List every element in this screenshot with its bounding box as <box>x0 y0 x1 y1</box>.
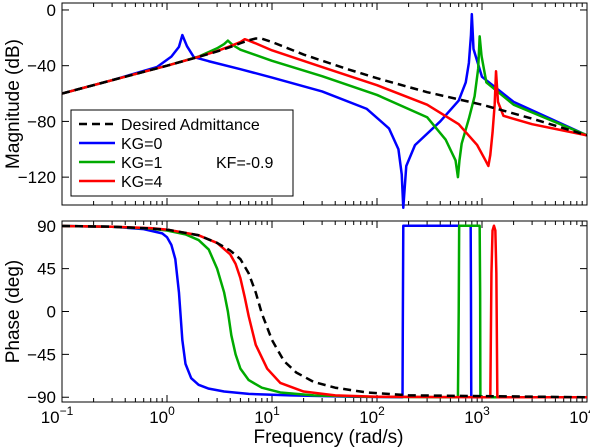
phase-ticks <box>61 221 587 402</box>
magnitude-panel: 0 −40 −80 −120 Magnitude (dB) Desired Admit… <box>3 1 588 210</box>
frequency-x-tick-label: 102 <box>359 404 385 427</box>
legend: Desired Admittance KG=0 KG=1 KG=4 <box>70 109 294 197</box>
kf-annotation: KF=-0.9 <box>216 155 273 172</box>
phase-y-tick-label: −45 <box>27 345 56 364</box>
frequency-x-tick-label: 101 <box>254 404 280 427</box>
magnitude-y-tick-label: −120 <box>18 168 56 187</box>
magnitude-line-kg-0 <box>61 12 588 210</box>
phase-y-tick-labels: 90 45 0 −45 −90 <box>27 217 56 407</box>
phase-line-desired-admittance <box>61 224 588 399</box>
phase-line-kg-1 <box>61 224 587 399</box>
magnitude-line-desired-admittance <box>61 37 588 137</box>
legend-label-kg-4: KG=4 <box>121 174 162 191</box>
phase-axis-label: Phase (deg) <box>3 260 24 364</box>
phase-line-kg-4 <box>61 224 587 399</box>
frequency-x-tick-exponent: 2 <box>378 404 385 418</box>
legend-label-kg-1: KG=1 <box>121 155 162 172</box>
frequency-x-tick-exponent: 3 <box>483 404 490 418</box>
phase-line-kg-0 <box>61 224 587 399</box>
magnitude-line-kg-1 <box>61 35 588 179</box>
frequency-x-tick-label: 104 <box>569 404 590 427</box>
magnitude-axis-label: Magnitude (dB) <box>3 39 24 169</box>
magnitude-ticks <box>61 3 587 205</box>
frequency-x-tick-label: 100 <box>149 404 175 427</box>
legend-label-kg-0: KG=0 <box>121 136 162 153</box>
legend-label-desired-admittance: Desired Admittance <box>121 117 260 134</box>
frequency-x-tick-exponent: 1 <box>273 404 280 418</box>
magnitude-y-tick-labels: 0 −40 −80 −120 <box>18 1 56 187</box>
magnitude-lines <box>61 12 588 210</box>
phase-y-tick-label: 0 <box>47 303 56 322</box>
magnitude-y-tick-label: −40 <box>27 57 56 76</box>
frequency-axis-label: Frequency (rad/s) <box>254 427 404 448</box>
phase-plot-box <box>61 220 588 403</box>
frequency-x-tick-labels: 10−1100101102103104 <box>41 404 590 427</box>
phase-lines <box>61 224 588 399</box>
magnitude-y-tick-label: 0 <box>47 1 56 20</box>
frequency-x-tick-exponent: 4 <box>588 404 590 418</box>
frequency-x-tick-exponent: −1 <box>60 404 74 418</box>
frequency-x-tick-label: 103 <box>464 404 490 427</box>
frequency-x-tick-label: 10−1 <box>41 404 74 427</box>
magnitude-y-tick-label: −80 <box>27 112 56 131</box>
phase-y-tick-label: 45 <box>37 260 56 279</box>
phase-y-tick-label: 90 <box>37 217 56 236</box>
frequency-x-tick-exponent: 0 <box>168 404 175 418</box>
phase-y-tick-label: −90 <box>27 388 56 407</box>
